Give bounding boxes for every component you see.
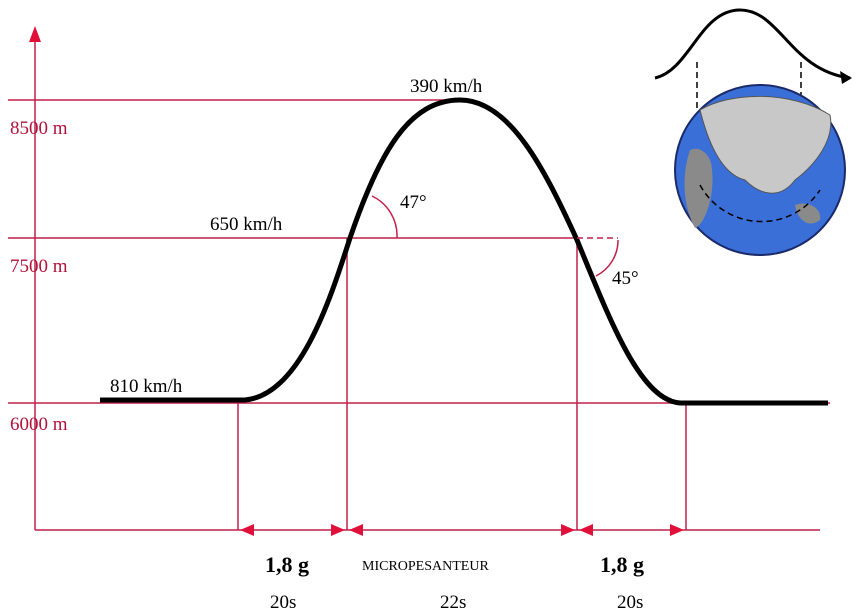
duration-label: 22s	[440, 592, 466, 613]
speed-label: 810 km/h	[110, 376, 183, 397]
phase-label: 1,8 g	[265, 552, 309, 577]
altitude-label: 7500 m	[10, 256, 68, 277]
speed-label: 390 km/h	[410, 76, 483, 97]
phase-label: MICROPESANTEUR	[362, 559, 489, 574]
globe-illustration	[655, 10, 852, 255]
duration-label: 20s	[270, 592, 296, 613]
altitude-label: 8500 m	[10, 118, 68, 139]
angle-label: 45°	[612, 268, 639, 289]
duration-label: 20s	[617, 592, 643, 613]
altitude-label: 6000 m	[10, 414, 68, 435]
y-axis-arrow	[29, 26, 41, 42]
parabolic-flight-diagram: 8500 m 7500 m 6000 m 390 km/h 650 km/h 8…	[0, 0, 861, 615]
speed-label: 650 km/h	[210, 214, 283, 235]
phase-label: 1,8 g	[600, 552, 644, 577]
angle-label: 47°	[400, 192, 427, 213]
angle-arc	[372, 196, 397, 238]
